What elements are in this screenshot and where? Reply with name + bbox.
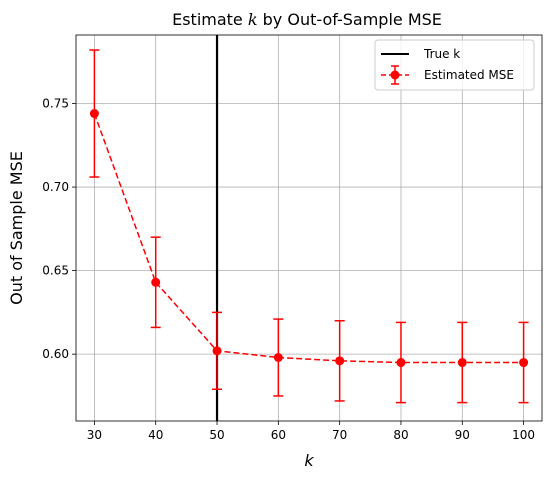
legend-box <box>374 39 535 91</box>
x-tick-label: 70 <box>332 428 347 442</box>
y-tick-label: 0.75 <box>42 97 69 111</box>
x-tick-label: 90 <box>455 428 470 442</box>
series-group <box>89 49 529 404</box>
y-axis-ticks: 0.60 0.65 0.70 0.75 <box>42 97 76 361</box>
mse-series-line <box>93 113 524 364</box>
legend: True k Estimated MSE <box>374 39 535 91</box>
y-tick-label: 0.60 <box>42 347 69 361</box>
plot-area <box>76 35 542 421</box>
y-tick-label: 0.65 <box>42 264 69 278</box>
legend-mse-label: Estimated MSE <box>424 68 514 82</box>
data-point <box>335 356 345 366</box>
legend-true-k-label: True k <box>423 47 460 61</box>
x-tick-label: 50 <box>209 428 224 442</box>
x-axis-ticks: 30 40 50 60 70 80 90 100 <box>87 421 535 442</box>
chart-title: Estimate k by Out-of-Sample MSE <box>172 10 442 29</box>
plot-frame <box>75 34 543 422</box>
x-axis-title: k <box>304 451 314 470</box>
data-point <box>273 353 283 363</box>
data-point <box>212 346 222 356</box>
data-point <box>151 277 161 287</box>
data-point <box>519 358 529 368</box>
data-point <box>89 109 99 119</box>
y-axis-title: Out of Sample MSE <box>7 151 26 305</box>
x-tick-label: 100 <box>512 428 535 442</box>
legend-mse-swatch-marker <box>390 70 400 80</box>
data-point <box>457 358 467 368</box>
x-tick-label: 60 <box>271 428 286 442</box>
y-tick-label: 0.70 <box>42 180 69 194</box>
x-tick-label: 40 <box>148 428 163 442</box>
data-point <box>396 358 406 368</box>
x-tick-label: 80 <box>393 428 408 442</box>
x-tick-label: 30 <box>87 428 102 442</box>
